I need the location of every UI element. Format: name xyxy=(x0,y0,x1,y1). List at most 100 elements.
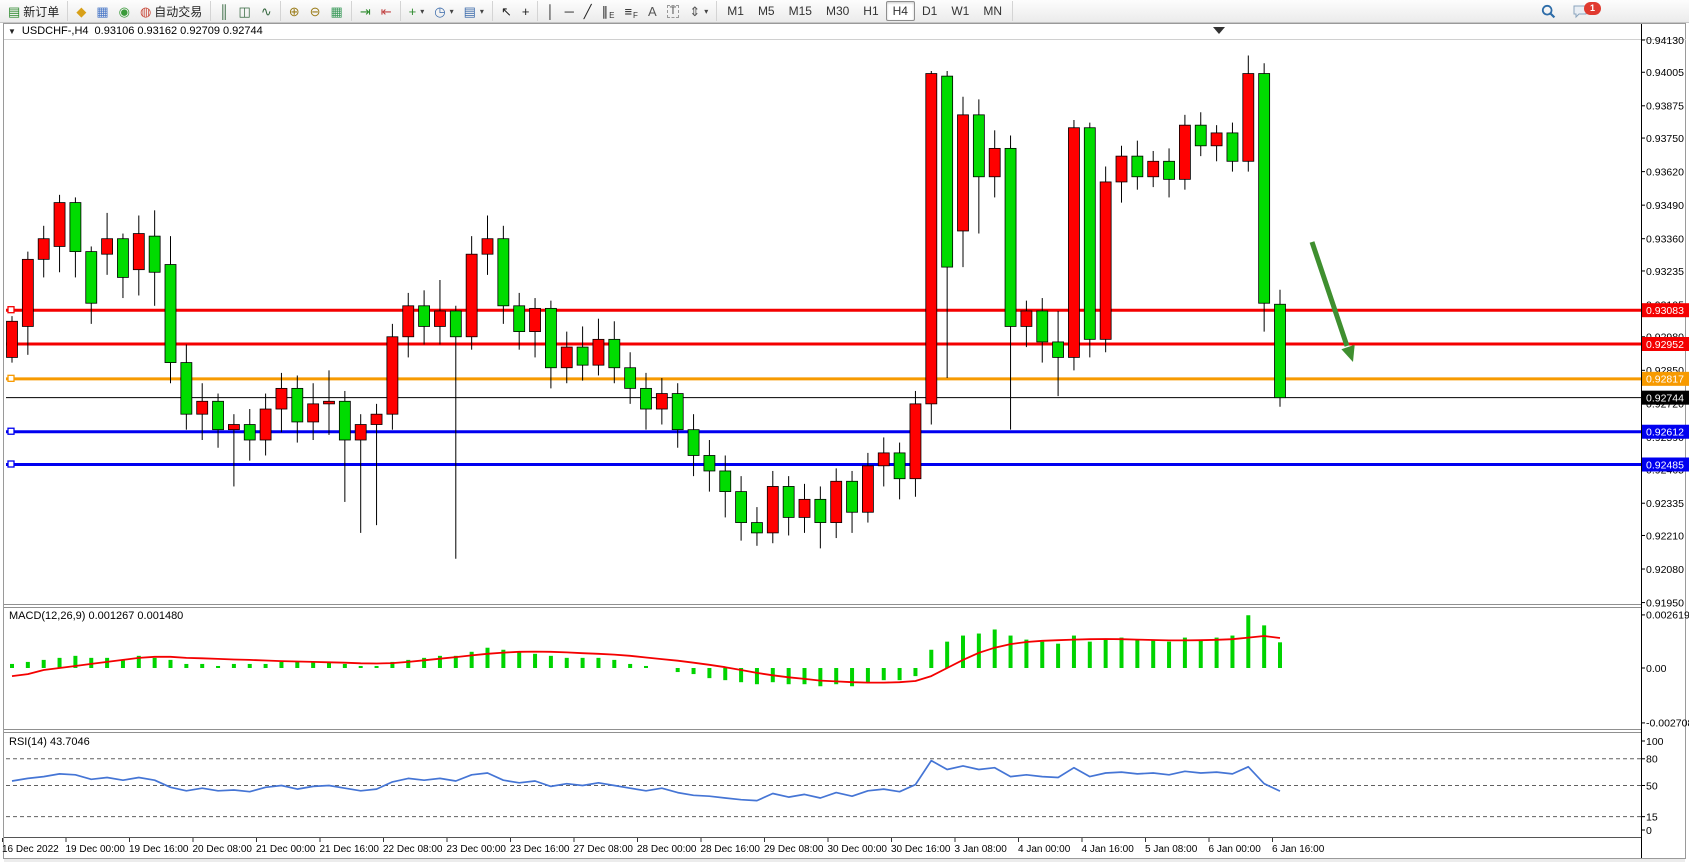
tf-mn-button-label: MN xyxy=(983,4,1002,18)
cursor-icon: ↖ xyxy=(500,3,512,19)
candle xyxy=(1083,127,1096,340)
zoom-in-button[interactable]: ⊕ xyxy=(284,1,305,21)
tf-d1-button[interactable]: D1 xyxy=(915,1,944,21)
time-tick-label: 6 Jan 16:00 xyxy=(1272,844,1325,855)
templates-button[interactable]: ▤ ▾ xyxy=(459,1,489,21)
new-order-button[interactable]: ▤ 新订单 xyxy=(3,1,64,21)
text-icon: A xyxy=(647,3,657,19)
rsi-name: RSI(14) xyxy=(9,736,47,748)
signals-button[interactable]: ◉ xyxy=(114,1,135,21)
candle xyxy=(101,238,113,255)
candle xyxy=(212,400,224,431)
price-tag-label: 0.92744 xyxy=(1646,392,1684,404)
candle xyxy=(1258,73,1271,304)
price-tick-label: 0.93360 xyxy=(1646,234,1684,246)
chevron-down-icon: ▾ xyxy=(479,6,484,16)
trendline-button[interactable]: ╱ xyxy=(579,1,597,21)
time-axis[interactable]: 16 Dec 2022 19 Dec 00:00 19 Dec 16:00 20 De… xyxy=(2,838,1325,855)
candlestick-button[interactable]: ◫ xyxy=(234,1,256,21)
candle xyxy=(735,491,747,523)
tf-m5-button[interactable]: M5 xyxy=(751,1,782,21)
auto-trading-button[interactable]: ◍ 自动交易 xyxy=(135,1,207,21)
line-handle[interactable] xyxy=(7,427,15,435)
time-tick-label: 19 Dec 00:00 xyxy=(66,844,126,855)
candle xyxy=(37,238,50,260)
line-handle[interactable] xyxy=(7,460,15,468)
market-watch-button[interactable]: ◆ xyxy=(71,1,91,21)
chart-shift-marker[interactable] xyxy=(1213,27,1225,34)
pane-separators[interactable] xyxy=(4,604,1641,838)
chart-ohlc-values: 0.93106 0.93162 0.92709 0.92744 xyxy=(94,25,263,37)
time-tick-label: 16 Dec 2022 xyxy=(2,844,59,855)
price-tick-label: 0.94005 xyxy=(1646,67,1684,79)
candle xyxy=(1115,155,1128,183)
time-tick-label: 29 Dec 08:00 xyxy=(764,844,824,855)
tile-windows-button[interactable]: ▦ xyxy=(326,1,348,21)
price-tick-label: 0.93750 xyxy=(1646,133,1684,145)
bar-chart-button[interactable]: ║ xyxy=(214,1,233,21)
candle xyxy=(830,480,843,523)
chart-shift-button[interactable]: ⇤ xyxy=(376,1,397,21)
text-label-button[interactable]: T xyxy=(662,1,685,21)
price-axis[interactable]: 0.94130 0.94005 0.93875 0.93750 0.93620 0.934… xyxy=(1641,24,1689,858)
price-tag xyxy=(1642,424,1689,439)
candle xyxy=(893,452,906,480)
chart-title-bar[interactable]: ▼ USDCHF-,H4 0.93106 0.93162 0.92709 0.9… xyxy=(8,25,263,37)
text-button[interactable]: A xyxy=(643,1,662,21)
fibonacci-button[interactable]: ≡ F xyxy=(619,1,642,21)
channel-icon: ∥ xyxy=(601,3,609,19)
indicators-button[interactable]: + ▾ xyxy=(404,1,430,21)
horizontal-line-button[interactable]: ─ xyxy=(560,1,579,21)
crosshair-button[interactable]: + xyxy=(517,1,535,21)
price-tag xyxy=(1642,457,1689,472)
fibonacci-icon: ≡ xyxy=(624,3,633,19)
signals-icon: ◉ xyxy=(118,3,130,19)
channel-sub-label: E xyxy=(609,11,615,20)
candle xyxy=(1210,132,1223,147)
candle xyxy=(972,114,985,178)
periods-button[interactable]: ◷ ▾ xyxy=(429,1,458,21)
data-window-button[interactable]: ▦ xyxy=(91,1,113,21)
time-tick-label: 28 Dec 16:00 xyxy=(701,844,761,855)
tf-m1-button[interactable]: M1 xyxy=(720,1,751,21)
arrow-annotation[interactable] xyxy=(1309,241,1355,362)
tf-h1-button[interactable]: H1 xyxy=(856,1,885,21)
price-tick-label: 0.91950 xyxy=(1646,597,1684,609)
macd-pane[interactable] xyxy=(10,615,1282,687)
auto-scroll-button[interactable]: ⇥ xyxy=(355,1,376,21)
candle xyxy=(941,75,954,268)
candle xyxy=(909,403,922,480)
candlestick-chart-icon: ◫ xyxy=(238,3,251,19)
rsi-pane[interactable] xyxy=(6,758,1641,818)
candle xyxy=(148,235,161,273)
cursor-button[interactable]: ↖ xyxy=(496,1,517,21)
tf-m15-button[interactable]: M15 xyxy=(782,1,819,21)
candle xyxy=(418,305,431,327)
zoom-out-button[interactable]: ⊖ xyxy=(305,1,326,21)
channel-button[interactable]: ∥ E xyxy=(597,1,620,21)
candle xyxy=(624,367,637,389)
price-tick-label: 0.92335 xyxy=(1646,498,1684,510)
line-handle[interactable] xyxy=(7,306,15,314)
line-chart-button[interactable]: ∿ xyxy=(256,1,277,21)
line-handle[interactable] xyxy=(7,374,15,382)
tf-mn-button[interactable]: MN xyxy=(976,1,1009,21)
window-menu-icon[interactable]: ▼ xyxy=(8,26,16,36)
horizontal-lines[interactable] xyxy=(6,306,1641,468)
time-tick-label: 20 Dec 08:00 xyxy=(193,844,253,855)
vertical-line-button[interactable]: │ xyxy=(541,1,559,21)
notifications-button[interactable]: 1 xyxy=(1567,1,1601,21)
tf-m30-button-label: M30 xyxy=(825,4,850,18)
candle xyxy=(798,498,811,518)
tf-w1-button-label: W1 xyxy=(951,4,970,18)
tf-w1-button[interactable]: W1 xyxy=(944,1,976,21)
auto-trading-button-label: 自动交易 xyxy=(154,4,203,19)
candle xyxy=(608,338,621,369)
candle xyxy=(132,233,145,271)
tf-m30-button[interactable]: M30 xyxy=(819,1,856,21)
arrows-button[interactable]: ⇕ ▾ xyxy=(684,1,713,21)
tf-h4-button[interactable]: H4 xyxy=(885,1,915,21)
search-button[interactable] xyxy=(1536,1,1561,21)
candle xyxy=(402,305,415,338)
